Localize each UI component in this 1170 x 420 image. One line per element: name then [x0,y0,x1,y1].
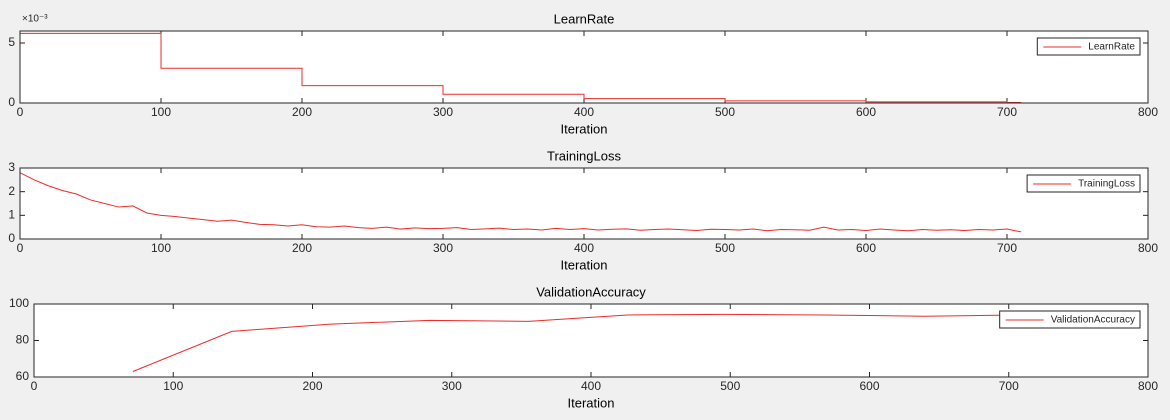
y-tick-label: 1 [8,208,15,222]
series-line [19,172,1022,233]
plot-area [20,31,1148,103]
series-line [132,313,1023,372]
legend-label: LearnRate [1088,42,1135,53]
series-line [20,32,1022,103]
y-tick-label: 5 [8,35,15,49]
x-tick-label: 700 [997,105,1017,119]
y-multiplier: ×10⁻³ [22,14,48,25]
chart-title: ValidationAccuracy [536,284,646,299]
x-tick-label: 100 [151,105,171,119]
x-tick-label: 200 [292,241,312,255]
x-tick-label: 300 [442,379,462,393]
x-axis-label: Iteration [568,395,615,410]
x-tick-label: 600 [859,379,879,393]
x-axis-label: Iteration [561,121,608,136]
x-tick-label: 200 [292,105,312,119]
x-tick-label: 100 [151,241,171,255]
x-tick-label: 800 [1138,105,1158,119]
x-tick-label: 500 [720,379,740,393]
x-tick-label: 0 [17,105,24,119]
legend-label: TrainingLoss [1078,179,1135,190]
axes-box [33,303,1149,378]
plot-area [20,168,1148,239]
x-tick-label: 0 [31,379,38,393]
legend-box [1026,174,1141,193]
x-tick-label: 0 [17,241,24,255]
x-tick-label: 500 [715,105,735,119]
axes-box [19,167,1149,240]
x-tick-label: 800 [1138,241,1158,255]
x-tick-label: 300 [433,105,453,119]
axes-box [19,30,1149,104]
y-tick-label: 2 [8,184,15,198]
y-tick-label: 0 [8,95,15,109]
x-tick-label: 700 [999,379,1019,393]
chart-title: LearnRate [554,11,615,26]
plot-area [34,304,1148,377]
y-tick-label: 80 [16,333,30,347]
y-tick-label: 100 [9,296,29,310]
x-axis-label: Iteration [561,257,608,272]
x-tick-label: 600 [856,241,876,255]
y-tick-label: 3 [8,160,15,174]
x-tick-label: 400 [574,241,594,255]
x-tick-label: 200 [302,379,322,393]
x-tick-label: 600 [856,105,876,119]
legend-box [1036,37,1141,56]
x-tick-label: 700 [997,241,1017,255]
legend-box [999,310,1141,329]
legend-label: ValidationAccuracy [1051,315,1135,326]
x-tick-label: 100 [163,379,183,393]
x-tick-label: 400 [574,105,594,119]
x-tick-label: 400 [581,379,601,393]
x-tick-label: 300 [433,241,453,255]
y-tick-label: 0 [8,231,15,245]
chart-title: TrainingLoss [547,148,621,163]
x-tick-label: 500 [715,241,735,255]
y-tick-label: 60 [16,369,30,383]
x-tick-label: 800 [1138,379,1158,393]
